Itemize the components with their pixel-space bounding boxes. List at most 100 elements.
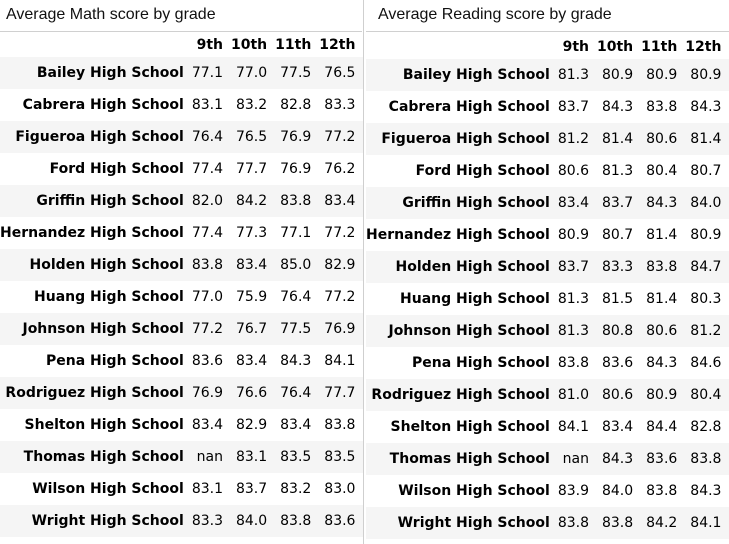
score-cell: 80.3 bbox=[690, 291, 722, 307]
score-cell: 76.9 bbox=[324, 321, 356, 337]
row-label: Shelton High School bbox=[390, 419, 550, 435]
row-label: Figueroa High School bbox=[381, 131, 550, 147]
score-cell: 83.7 bbox=[557, 259, 589, 275]
score-cell: 80.9 bbox=[690, 227, 722, 243]
column-header: 11th bbox=[275, 37, 312, 53]
score-cell: 77.0 bbox=[191, 289, 223, 305]
score-cell: 83.5 bbox=[324, 449, 356, 465]
column-header: 10th bbox=[230, 37, 268, 53]
score-cell: 81.3 bbox=[601, 163, 634, 179]
row-label: Wilson High School bbox=[398, 483, 550, 499]
score-cell: 77.2 bbox=[324, 129, 356, 145]
math-table-title: Average Math score by grade bbox=[0, 0, 362, 32]
table-row: Figueroa High School 76.4 76.5 76.9 77.2 bbox=[0, 121, 364, 153]
score-cell: 77.4 bbox=[191, 161, 223, 177]
score-cell: 85.0 bbox=[280, 257, 312, 273]
score-cell: nan bbox=[562, 451, 589, 467]
score-cell: nan bbox=[196, 449, 223, 465]
score-cell: 84.3 bbox=[601, 99, 634, 115]
row-label: Thomas High School bbox=[389, 451, 550, 467]
table-row: Holden High School 83.8 83.4 85.0 82.9 bbox=[0, 249, 364, 281]
score-cell: 83.4 bbox=[235, 257, 268, 273]
row-label: Wright High School bbox=[397, 515, 550, 531]
row-label: Rodriguez High School bbox=[371, 387, 550, 403]
score-cell: 83.3 bbox=[324, 97, 356, 113]
table-row: Johnson High School 77.2 76.7 77.5 76.9 bbox=[0, 313, 364, 345]
score-cell: 76.6 bbox=[235, 385, 268, 401]
score-cell: 84.6 bbox=[690, 355, 722, 371]
score-cell: 77.1 bbox=[191, 65, 223, 81]
score-cell: 81.3 bbox=[557, 67, 589, 83]
score-cell: 80.8 bbox=[601, 323, 634, 339]
score-cell: 83.8 bbox=[557, 515, 589, 531]
score-cell: 84.3 bbox=[690, 483, 722, 499]
row-label: Rodriguez High School bbox=[5, 385, 184, 401]
score-cell: 83.1 bbox=[235, 449, 268, 465]
score-cell: 83.8 bbox=[646, 483, 678, 499]
score-cell: 76.2 bbox=[324, 161, 356, 177]
score-cell: 82.9 bbox=[235, 417, 268, 433]
score-cell: 83.2 bbox=[280, 481, 312, 497]
score-cell: 80.6 bbox=[646, 131, 678, 147]
score-cell: 83.8 bbox=[280, 513, 312, 529]
score-cell: 81.4 bbox=[690, 131, 722, 147]
score-cell: 76.7 bbox=[235, 321, 268, 337]
table-row: Thomas High School nan 84.3 83.6 83.8 bbox=[366, 443, 729, 475]
table-row: Wright High School 83.3 84.0 83.8 83.6 bbox=[0, 505, 364, 537]
score-cell: 84.3 bbox=[646, 355, 678, 371]
score-cell: 77.1 bbox=[280, 225, 312, 241]
score-cell: 77.7 bbox=[324, 385, 356, 401]
score-cell: 80.9 bbox=[690, 67, 722, 83]
score-cell: 84.3 bbox=[690, 99, 722, 115]
score-cell: 80.4 bbox=[646, 163, 678, 179]
score-cell: 84.1 bbox=[557, 419, 589, 435]
score-cell: 83.4 bbox=[557, 195, 589, 211]
row-label: Johnson High School bbox=[388, 323, 550, 339]
score-cell: 84.0 bbox=[601, 483, 634, 499]
table-row: Wright High School 83.8 83.8 84.2 84.1 bbox=[366, 507, 729, 539]
row-label: Holden High School bbox=[29, 257, 184, 273]
score-cell: 77.0 bbox=[235, 65, 268, 81]
score-cell: 81.4 bbox=[646, 291, 678, 307]
table-row: Cabrera High School 83.7 84.3 83.8 84.3 bbox=[366, 91, 729, 123]
score-cell: 76.4 bbox=[280, 385, 312, 401]
score-cell: 80.9 bbox=[646, 387, 678, 403]
score-cell: 82.9 bbox=[324, 257, 356, 273]
table-row: Wilson High School 83.9 84.0 83.8 84.3 bbox=[366, 475, 729, 507]
score-cell: 83.8 bbox=[601, 515, 634, 531]
score-cell: 83.7 bbox=[235, 481, 268, 497]
row-label: Hernandez High School bbox=[366, 227, 550, 243]
row-label: Holden High School bbox=[395, 259, 550, 275]
score-cell: 77.2 bbox=[191, 321, 223, 337]
score-cell: 83.8 bbox=[557, 355, 589, 371]
row-label: Griffin High School bbox=[402, 195, 550, 211]
score-cell: 81.5 bbox=[601, 291, 634, 307]
table-row: Shelton High School 83.4 82.9 83.4 83.8 bbox=[0, 409, 363, 441]
column-header: 10th bbox=[596, 39, 634, 55]
score-cell: 83.1 bbox=[191, 481, 223, 497]
table-row: Pena High School 83.6 83.4 84.3 84.1 bbox=[0, 345, 363, 377]
row-label: Wright High School bbox=[31, 513, 184, 529]
score-cell: 83.0 bbox=[324, 481, 356, 497]
score-cell: 76.4 bbox=[191, 129, 223, 145]
score-cell: 83.4 bbox=[324, 193, 356, 209]
score-cell: 83.7 bbox=[557, 99, 589, 115]
score-cell: 77.4 bbox=[191, 225, 223, 241]
row-label: Cabrera High School bbox=[22, 97, 184, 113]
row-label: Bailey High School bbox=[402, 67, 550, 83]
score-cell: 83.4 bbox=[280, 417, 312, 433]
score-cell: 80.7 bbox=[690, 163, 722, 179]
table-row: Hernandez High School 77.4 77.3 77.1 77.2 bbox=[0, 217, 363, 249]
score-cell: 83.4 bbox=[601, 419, 634, 435]
score-cell: 77.5 bbox=[280, 65, 312, 81]
score-cell: 84.1 bbox=[324, 353, 356, 369]
score-cell: 84.2 bbox=[646, 515, 678, 531]
score-cell: 76.5 bbox=[324, 65, 356, 81]
reading-score-table: 9th 10th 11th 12th Bailey High School 81.3 80… bbox=[366, 35, 729, 539]
score-cell: 81.2 bbox=[557, 131, 589, 147]
score-cell: 80.6 bbox=[601, 387, 634, 403]
column-header: 12th bbox=[685, 39, 722, 55]
score-cell: 81.2 bbox=[690, 323, 722, 339]
table-row: Rodriguez High School 76.9 76.6 76.4 77.7 bbox=[0, 377, 364, 409]
table-row: Pena High School 83.8 83.6 84.3 84.6 bbox=[366, 347, 729, 379]
